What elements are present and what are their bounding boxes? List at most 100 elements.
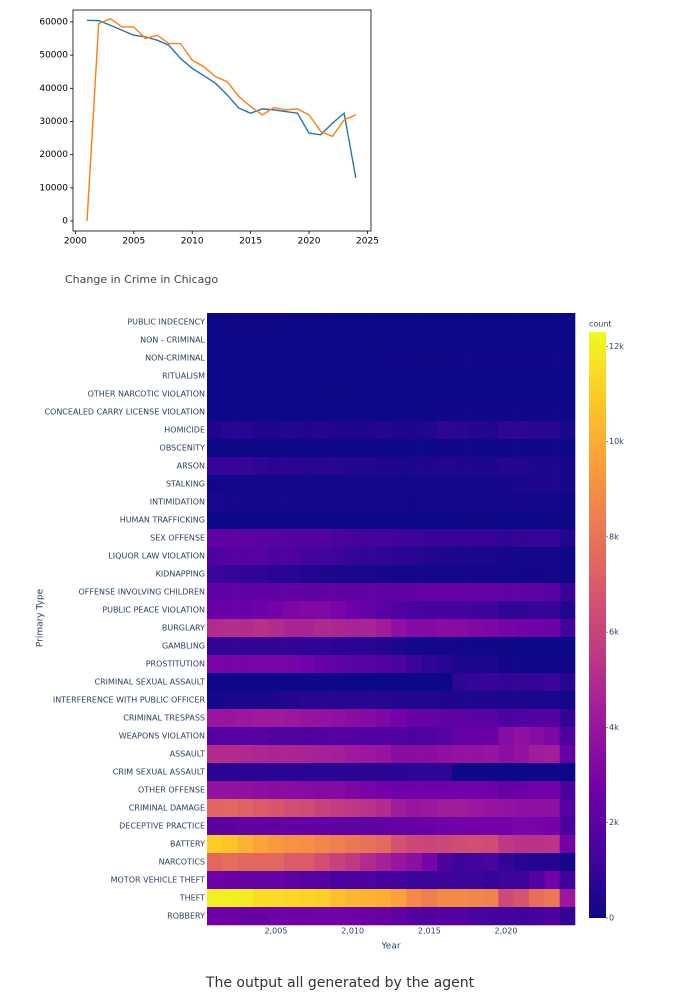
heat-cell xyxy=(237,349,254,368)
heat-cell xyxy=(498,547,514,566)
heat-cell xyxy=(391,673,407,692)
heat-cell xyxy=(498,331,514,350)
heat-cell xyxy=(329,493,346,512)
heat-cell xyxy=(329,871,346,890)
heat-cell xyxy=(237,799,254,818)
heat-cell xyxy=(207,871,223,890)
heat-cell xyxy=(437,313,453,332)
heat-cell xyxy=(253,547,269,566)
heat-cell xyxy=(375,349,392,368)
heat-cell xyxy=(452,691,468,710)
heat-cell xyxy=(314,673,330,692)
heat-cell xyxy=(360,439,376,458)
heat-cell xyxy=(467,331,484,350)
heat-cell xyxy=(207,853,223,872)
heat-cell xyxy=(283,907,300,926)
heat-cell xyxy=(513,529,530,548)
heat-cell xyxy=(467,691,484,710)
heat-cell xyxy=(253,673,269,692)
heat-cell xyxy=(498,421,514,440)
heat-cell xyxy=(544,709,560,728)
heat-cell xyxy=(529,655,545,674)
heat-cell xyxy=(329,817,346,836)
heat-cell xyxy=(544,619,560,638)
heat-cell xyxy=(283,835,300,854)
heat-cell xyxy=(544,655,560,674)
heat-cell xyxy=(283,817,300,836)
heat-cell xyxy=(329,439,346,458)
heat-cell xyxy=(498,493,514,512)
heat-cell xyxy=(437,331,453,350)
heat-cell xyxy=(544,349,560,368)
heat-cell xyxy=(513,709,530,728)
heat-cell xyxy=(207,673,223,692)
heat-cell xyxy=(360,691,376,710)
heat-cell xyxy=(314,601,330,620)
heat-cell xyxy=(329,475,346,494)
heat-cell xyxy=(437,601,453,620)
heat-cell xyxy=(391,529,407,548)
heat-cell xyxy=(375,331,392,350)
heat-cell xyxy=(360,565,376,584)
heat-cell xyxy=(360,673,376,692)
heat-cell xyxy=(529,367,545,386)
heat-cell xyxy=(483,853,499,872)
heat-cell xyxy=(467,385,484,404)
heat-cell xyxy=(314,493,330,512)
heat-cell xyxy=(513,439,530,458)
heat-cell xyxy=(207,583,223,602)
heat-cell xyxy=(467,547,484,566)
y-tick-label: BATTERY xyxy=(170,840,205,849)
heat-cell xyxy=(345,655,361,674)
heat-cell xyxy=(268,673,284,692)
heat-cell xyxy=(237,763,254,782)
heat-cell xyxy=(437,727,453,746)
heat-cell xyxy=(544,403,560,422)
heat-cell xyxy=(483,421,499,440)
heat-cell xyxy=(406,817,422,836)
heat-cell xyxy=(452,547,468,566)
x-tick-label: 2,010 xyxy=(341,927,364,936)
heat-cell xyxy=(237,439,254,458)
heat-cell xyxy=(483,601,499,620)
heat-cell xyxy=(375,601,392,620)
heat-cell xyxy=(421,637,438,656)
heat-cell xyxy=(421,331,438,350)
heat-cell xyxy=(467,781,484,800)
heat-cell xyxy=(207,349,223,368)
heat-cell xyxy=(559,313,576,332)
y-tick-label: 20000 xyxy=(39,150,68,160)
heat-cell xyxy=(559,907,576,926)
heat-cell xyxy=(283,565,300,584)
heat-cell xyxy=(529,475,545,494)
heat-cell xyxy=(467,745,484,764)
heat-cell xyxy=(375,835,392,854)
heat-cell xyxy=(452,871,468,890)
heat-cell xyxy=(452,367,468,386)
heat-cell xyxy=(452,745,468,764)
heat-cell xyxy=(253,781,269,800)
heat-cell xyxy=(421,673,438,692)
heat-cell xyxy=(498,565,514,584)
heat-cell xyxy=(391,835,407,854)
heat-cell xyxy=(498,313,514,332)
y-tick-label: PROSTITUTION xyxy=(146,660,205,669)
heat-cell xyxy=(329,619,346,638)
heat-cell xyxy=(483,565,499,584)
heat-cell xyxy=(360,583,376,602)
heat-cell xyxy=(360,871,376,890)
y-tick-label: 30000 xyxy=(39,117,68,127)
heat-cell xyxy=(299,331,315,350)
heat-cell xyxy=(421,457,438,476)
heat-cell xyxy=(329,349,346,368)
heat-cell xyxy=(314,781,330,800)
y-tick-label: DECEPTIVE PRACTICE xyxy=(119,822,205,831)
heat-cell xyxy=(452,583,468,602)
heat-cell xyxy=(222,637,238,656)
heat-cell xyxy=(329,421,346,440)
heat-cell xyxy=(314,313,330,332)
heat-cell xyxy=(467,439,484,458)
heat-cell xyxy=(544,601,560,620)
heat-cell xyxy=(452,655,468,674)
heat-cell xyxy=(207,691,223,710)
